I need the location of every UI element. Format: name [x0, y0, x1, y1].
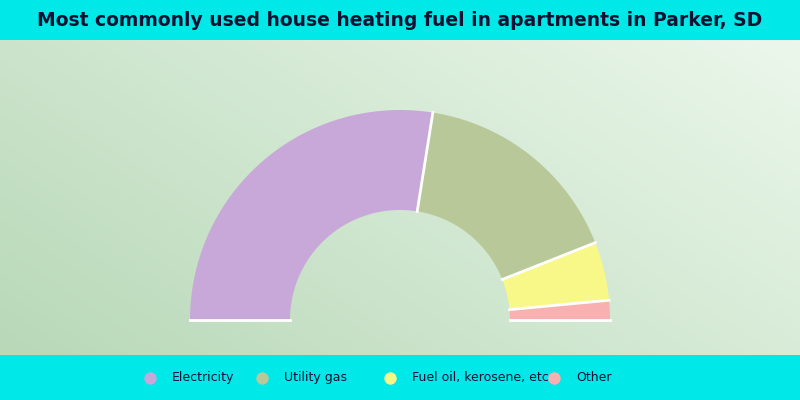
- Point: [547, 374, 560, 381]
- Point: [384, 374, 397, 381]
- Polygon shape: [190, 110, 433, 320]
- Point: [256, 374, 269, 381]
- Text: Other: Other: [576, 371, 611, 384]
- Bar: [0, 355, 800, 400]
- Polygon shape: [502, 243, 609, 310]
- Polygon shape: [510, 300, 610, 320]
- Text: Utility gas: Utility gas: [284, 371, 347, 384]
- Bar: [0, 0, 800, 40]
- Text: Electricity: Electricity: [172, 371, 234, 384]
- Text: Most commonly used house heating fuel in apartments in Parker, SD: Most commonly used house heating fuel in…: [38, 10, 762, 30]
- Polygon shape: [418, 112, 595, 280]
- Text: Fuel oil, kerosene, etc.: Fuel oil, kerosene, etc.: [412, 371, 553, 384]
- Point: [144, 374, 157, 381]
